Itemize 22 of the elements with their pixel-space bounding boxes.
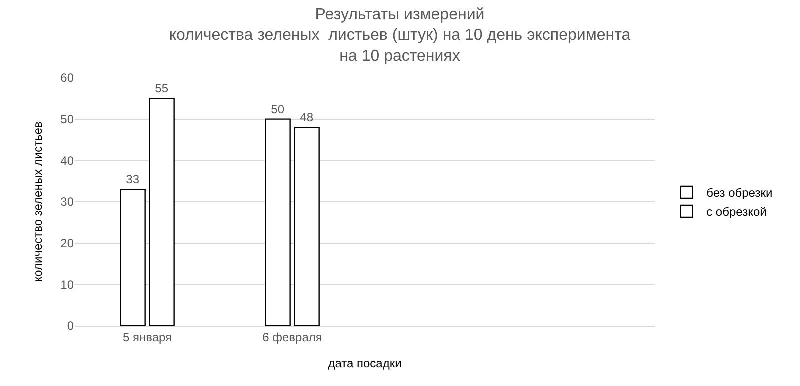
y-axis-title: количество зеленых листьев (30, 122, 45, 282)
y-tick-label: 30 (60, 195, 74, 210)
y-tick-label: 20 (60, 236, 74, 251)
legend-label: с обрезкой (706, 205, 767, 220)
legend-label: без обрезки (706, 186, 773, 200)
chart-title: Результаты измерений количества зеленых листьев (штук) на 10 день эксперимента на 10 растениях (169, 6, 631, 65)
x-axis-title: дата посадки (328, 356, 402, 370)
data-label: 48 (300, 110, 314, 125)
data-label: 55 (155, 82, 169, 96)
x-tick-label: 6 февраля (262, 330, 322, 344)
bar (265, 118, 291, 326)
bar (120, 189, 146, 326)
y-tick-label: 50 (60, 112, 74, 127)
data-label: 33 (126, 172, 140, 187)
bar (149, 98, 175, 326)
bar (294, 127, 320, 326)
y-tick-label: 0 (67, 319, 74, 334)
data-label: 50 (271, 102, 285, 116)
y-tick-label: 40 (60, 154, 74, 168)
x-tick-label: 5 января (122, 330, 172, 344)
y-tick-label: 10 (60, 278, 74, 292)
y-tick-label: 60 (60, 71, 74, 86)
